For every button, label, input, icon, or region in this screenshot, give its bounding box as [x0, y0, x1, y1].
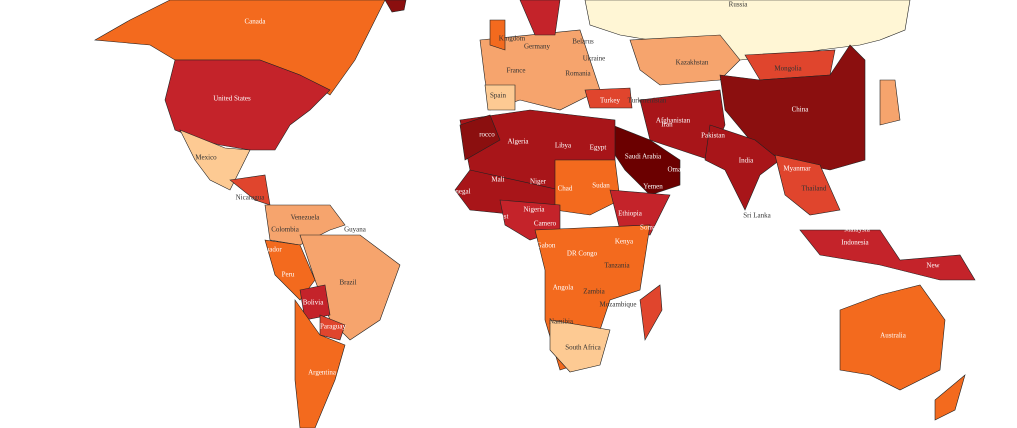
country-label: United States [213, 95, 251, 103]
country-label: Venezuela [291, 214, 321, 222]
country-label: Ukraine [583, 55, 606, 63]
country [489, 19, 506, 51]
country-label: Canada [245, 18, 267, 26]
country-label: Mali [491, 176, 504, 184]
country-label: Nicaragua [236, 194, 266, 202]
country-label: Belarus [572, 38, 594, 46]
country-label: Kenya [615, 238, 634, 246]
country-label: Afghanistan [656, 117, 691, 125]
country [629, 34, 741, 86]
country [264, 204, 346, 246]
country-label: Ivory Coast [476, 213, 509, 221]
country-label: Colombia [271, 226, 300, 234]
country [774, 154, 841, 216]
country-label: Somal [640, 224, 658, 232]
country-label: Nigeria [524, 206, 546, 214]
country-label: Mozambique [600, 301, 637, 309]
country [549, 319, 611, 373]
country [94, 0, 386, 96]
country-label: Argentina [308, 369, 337, 377]
country-label: Ethiopia [618, 210, 643, 218]
country-label: Kingdom [499, 35, 526, 43]
country-label: Egypt [590, 144, 607, 152]
country-label: Brazil [339, 279, 356, 287]
country-label: Gabon [537, 242, 556, 250]
country-label: Germany [524, 43, 551, 51]
country-label: Chad [558, 185, 573, 193]
country-label: Saudi Arabia [625, 153, 662, 161]
country [459, 114, 501, 161]
country-label: Kazakhstan [676, 59, 709, 67]
country-label: Peru [282, 271, 295, 279]
country [639, 284, 663, 341]
country-label: Ecuador [258, 246, 282, 254]
country-label: Tanzania [604, 262, 630, 270]
country-label: Yemen [643, 183, 663, 191]
country [584, 87, 633, 109]
country-label: rocco [479, 131, 495, 139]
country-label: France [506, 67, 525, 75]
country-label: Pakistan [701, 132, 725, 140]
country-label: Turkmenistan [628, 97, 667, 105]
country-label: Mexico [195, 154, 217, 162]
country [319, 314, 346, 341]
country-label: Paraguay [320, 323, 347, 331]
country-label: Spain [490, 92, 506, 100]
country [484, 84, 516, 111]
country-label: Libya [555, 142, 572, 150]
country-label: Malaysia [844, 226, 871, 234]
country-label: New [926, 262, 940, 270]
country-label: Indonesia [841, 239, 869, 247]
country-label: Angola [553, 284, 575, 292]
country-label: negal [455, 188, 470, 196]
country-label: Turkey [600, 97, 620, 105]
country [799, 229, 976, 281]
country [934, 374, 966, 421]
country-label: Mongolia [774, 65, 802, 73]
country [609, 189, 671, 236]
country-label: Guyana [344, 226, 367, 234]
countries [94, 0, 976, 428]
country-label: Niger [530, 178, 547, 186]
country-label: Sri Lanka [743, 212, 771, 220]
country [719, 44, 866, 171]
country-label: Myanmar [783, 165, 811, 173]
country-label: India [739, 157, 754, 165]
country-label: Iraq [630, 121, 642, 129]
country [164, 59, 331, 151]
country-label: China [792, 106, 810, 114]
country-label: Sudan [592, 182, 610, 190]
country-label: Camero [534, 220, 557, 228]
country [384, 0, 407, 13]
country-label: Algeria [508, 138, 530, 146]
country-label: Bolivia [303, 299, 325, 307]
country-label: South Africa [565, 344, 601, 352]
country-label: Zambia [583, 288, 605, 296]
country-labels: Russia Canada United States Mexico Nicaragua… [195, 1, 940, 377]
country [839, 284, 946, 391]
country-label: DR Congo [567, 250, 598, 258]
country-label: Oman [667, 166, 685, 174]
country [704, 124, 781, 211]
country [879, 79, 901, 126]
country [294, 299, 346, 428]
country-label: Thailand [802, 185, 827, 193]
country-label: Iran [661, 121, 673, 129]
country [554, 159, 621, 216]
country-label: Namibia [549, 318, 574, 326]
country [519, 0, 561, 36]
country-label: Russia [729, 1, 749, 9]
country-label: Romania [565, 70, 591, 78]
country [299, 284, 331, 321]
country-label: Australia [880, 332, 907, 340]
